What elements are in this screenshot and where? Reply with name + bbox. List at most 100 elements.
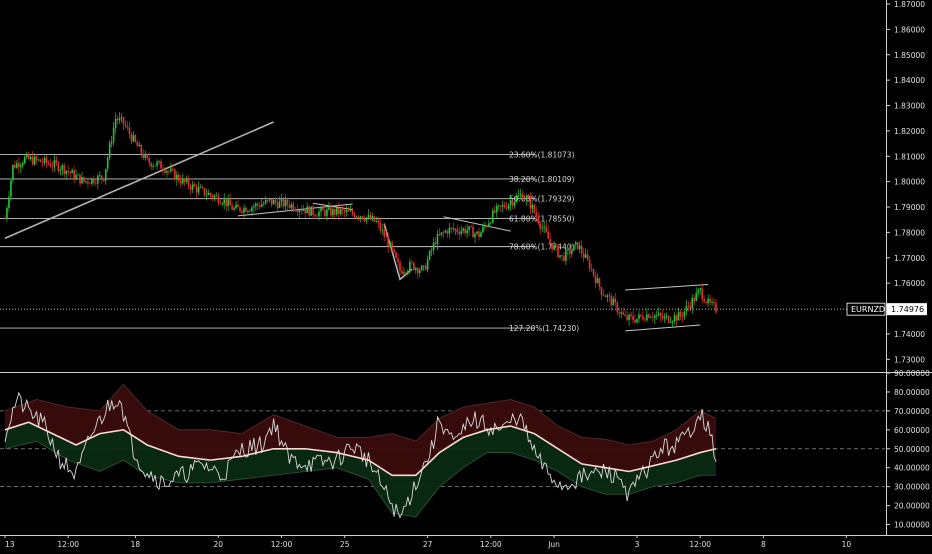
channel-line[interactable] (313, 202, 353, 211)
candle-body (602, 294, 605, 296)
candle-body (172, 168, 174, 170)
candle-body (590, 268, 593, 270)
candle-body (369, 215, 372, 220)
candle-body (292, 204, 295, 210)
candle-body (130, 134, 133, 142)
candle-body (53, 160, 56, 167)
candle-body (501, 205, 504, 207)
channel-line[interactable] (625, 283, 709, 291)
candle-body (537, 216, 540, 224)
candle-body (221, 203, 224, 205)
fibonacci-levels[interactable]: 23.60%(1.81073) 38.20%(1.80109) 50.00%(1.7… (0, 150, 579, 333)
candle-body (460, 230, 463, 234)
candle-body (646, 314, 648, 321)
candle-body (108, 143, 111, 158)
candle-body (539, 223, 542, 229)
candle-body (185, 178, 188, 182)
time-axis[interactable]: 13 12:00 18 20 12:00 25 27 12:00 Jun 3 12:00 8 10 (0, 535, 932, 549)
candle-body (495, 205, 498, 213)
candle-body (91, 178, 93, 184)
candle-body (296, 210, 299, 213)
candle-body (162, 168, 164, 171)
candle-body (322, 207, 324, 211)
channel-line[interactable] (625, 324, 701, 332)
candle-body (189, 186, 192, 190)
candle-body (253, 206, 255, 208)
candle-body (653, 315, 656, 319)
candle-body (584, 254, 587, 258)
candle-body (606, 295, 609, 298)
candle-body (31, 156, 34, 165)
candle-body (523, 199, 526, 200)
candle-body (152, 165, 154, 167)
candle-body (685, 305, 688, 312)
rsi-line (4, 391, 717, 519)
candle-body (503, 205, 506, 208)
candle-body (586, 254, 589, 260)
time-tick-label: 27 (423, 540, 433, 549)
symbol-label-box (846, 302, 886, 316)
candle-body (687, 305, 690, 307)
candle-body (644, 319, 646, 321)
candle-body (533, 205, 536, 213)
candle-body (144, 154, 147, 159)
candle-body (274, 200, 277, 203)
candle-body (353, 213, 356, 218)
candle-body (371, 216, 374, 220)
candle-body (134, 135, 137, 142)
candle-body (381, 229, 384, 231)
candle-body (320, 207, 322, 212)
candle-body (405, 272, 407, 274)
candle-body (486, 225, 488, 227)
candle-body (492, 210, 494, 223)
candle-body (578, 245, 581, 250)
candle-body (110, 141, 113, 144)
candle-body (12, 164, 14, 181)
fib-level-label: 78.60%(1.77440) (509, 243, 575, 252)
candle-body (387, 237, 389, 247)
channel-line[interactable] (443, 216, 511, 232)
candle-body (114, 118, 117, 128)
candle-body (227, 199, 229, 207)
price-tick-label: 1.85000 (894, 51, 925, 60)
price-tick-label: 1.84000 (894, 76, 925, 85)
candle-body (337, 207, 340, 214)
candle-body (280, 198, 283, 202)
candle-body (488, 223, 490, 227)
candle-body (626, 315, 628, 320)
candle-body (580, 245, 583, 254)
candle-body (452, 227, 455, 230)
candle-body (669, 322, 672, 324)
candle-body (262, 203, 265, 205)
candle-body (695, 293, 698, 301)
candle-body (316, 215, 318, 217)
candle-body (515, 196, 518, 202)
candle-body (614, 298, 617, 303)
candle-body (494, 210, 496, 213)
candle-body (365, 217, 368, 221)
candle-body (45, 157, 48, 163)
candle-body (576, 242, 579, 250)
candle-body (634, 320, 636, 323)
candle-body (596, 278, 599, 284)
candle-body (393, 248, 395, 253)
candle-body (142, 153, 145, 159)
candle-body (379, 222, 382, 231)
candle-body (334, 209, 336, 215)
time-tick-label: 3 (635, 540, 640, 549)
trendline[interactable] (4, 121, 274, 239)
rsi-tick-label: 60.00000 (894, 426, 930, 435)
candle-body (87, 181, 89, 184)
candle-body (57, 162, 60, 171)
candle-body (418, 270, 421, 273)
candle-body (349, 210, 352, 212)
candle-body (691, 297, 694, 309)
candle-body (178, 174, 180, 181)
candle-body (671, 321, 674, 323)
candle-body (251, 207, 253, 211)
price-tick-label: 1.81000 (894, 152, 925, 161)
candle-body (209, 192, 212, 196)
upper-band-fill (5, 384, 716, 476)
candle-body (497, 205, 500, 207)
